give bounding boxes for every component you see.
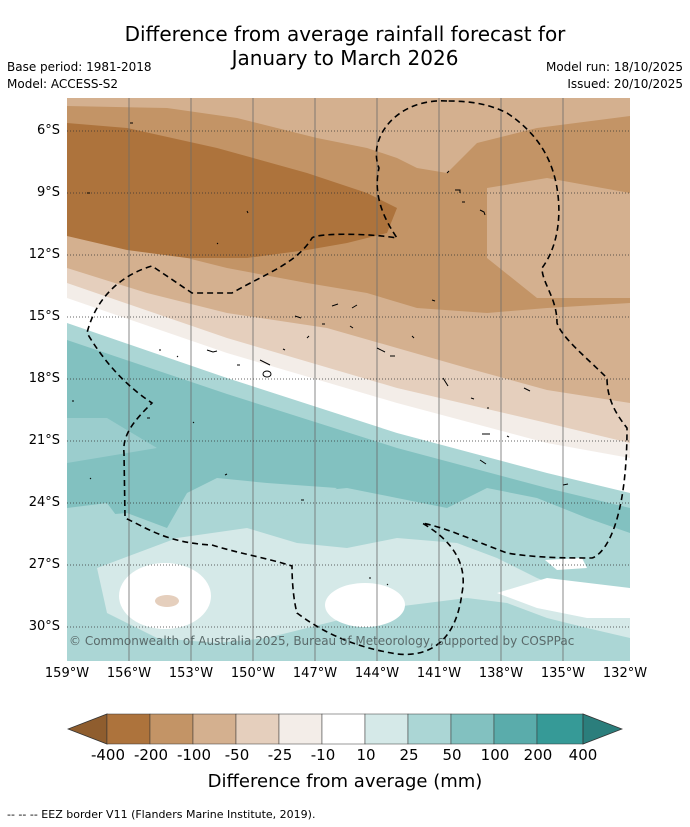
lat-label-15s: 15°S [28, 309, 60, 324]
lon-label-150w: 150°W [230, 666, 276, 681]
colorbar-segment [450, 713, 495, 745]
title-line-1: Difference from average rainfall forecas… [124, 22, 566, 46]
cb-tick: 200 [523, 746, 553, 764]
dry-patch-white-4 [545, 558, 587, 570]
lon-label-144w: 144°W [354, 666, 400, 681]
lat-label-21s: 21°S [28, 433, 60, 448]
colorbar-segment [106, 713, 151, 745]
colorbar-segment [149, 713, 194, 745]
lon-label-153w: 153°W [168, 666, 214, 681]
lon-label-141w: 141°W [416, 666, 462, 681]
colorbar-segment [407, 713, 452, 745]
colorbar-segment [278, 713, 323, 745]
meta-right: Model run: 18/10/2025 Issued: 20/10/2025 [546, 59, 683, 93]
model-name: Model: ACCESS-S2 [7, 77, 119, 91]
lat-label-6s: 6°S [36, 123, 60, 138]
model-run: Model run: 18/10/2025 [545, 60, 683, 74]
title-line-2: January to March 2026 [231, 46, 459, 70]
cb-tick: 50 [442, 746, 462, 764]
dry-patch-white-2 [325, 583, 405, 627]
cb-tick: -100 [176, 746, 212, 764]
lat-label-30s: 30°S [28, 619, 60, 634]
lon-label-135w: 135°W [540, 666, 586, 681]
colorbar-segment [321, 713, 366, 745]
lon-label-132w: 132°W [602, 666, 648, 681]
cb-tick: -25 [267, 746, 293, 764]
map-svg [67, 98, 630, 661]
issued-date: Issued: 20/10/2025 [567, 77, 683, 91]
colorbar-segment [364, 713, 409, 745]
lon-label-156w: 156°W [106, 666, 152, 681]
base-period: Base period: 1981-2018 [7, 60, 152, 74]
cb-tick: 400 [568, 746, 598, 764]
meta-left: Base period: 1981-2018 Model: ACCESS-S2 [7, 59, 152, 93]
longitude-gridlines [128, 98, 564, 661]
band-50-100 [67, 340, 630, 533]
cb-tick: -400 [90, 746, 126, 764]
band-transition [67, 418, 157, 463]
eez-legend: -- -- -- EEZ border V11 (Flanders Marine… [7, 808, 316, 821]
cb-tick: 100 [480, 746, 510, 764]
map-title: Difference from average rainfall forecas… [0, 22, 690, 70]
band-minus50-north [67, 98, 630, 173]
dry-patch-small [155, 595, 179, 607]
lat-label-9s: 9°S [36, 185, 60, 200]
lon-label-147w: 147°W [292, 666, 338, 681]
band-minus200-minus400 [67, 123, 397, 258]
lat-label-27s: 27°S [28, 557, 60, 572]
colorbar [67, 713, 623, 745]
cb-tick: -50 [224, 746, 250, 764]
lat-label-18s: 18°S [28, 371, 60, 386]
latitude-gridlines [67, 130, 630, 628]
cb-tick: -10 [310, 746, 336, 764]
colorbar-title: Difference from average (mm) [207, 771, 483, 792]
dry-patch-white-3 [497, 578, 630, 618]
lon-label-159w: 159°W [44, 666, 90, 681]
lat-label-24s: 24°S [28, 495, 60, 510]
copyright-notice: © Commonwealth of Australia 2025, Bureau… [69, 634, 575, 648]
band-25-50-west [67, 503, 122, 543]
cb-tick: 10 [356, 746, 376, 764]
colorbar-segment [493, 713, 538, 745]
colorbar-segment [192, 713, 237, 745]
cb-tick: 25 [399, 746, 419, 764]
lon-label-138w: 138°W [478, 666, 524, 681]
rainfall-map [67, 98, 630, 661]
eez-border [86, 100, 628, 656]
colorbar-high-arrow [582, 713, 623, 745]
lat-label-12s: 12°S [28, 247, 60, 262]
colorbar-segment [536, 713, 584, 745]
islands [72, 122, 569, 586]
cb-tick: -200 [133, 746, 169, 764]
colorbar-segment [235, 713, 280, 745]
colorbar-low-arrow [67, 713, 108, 745]
